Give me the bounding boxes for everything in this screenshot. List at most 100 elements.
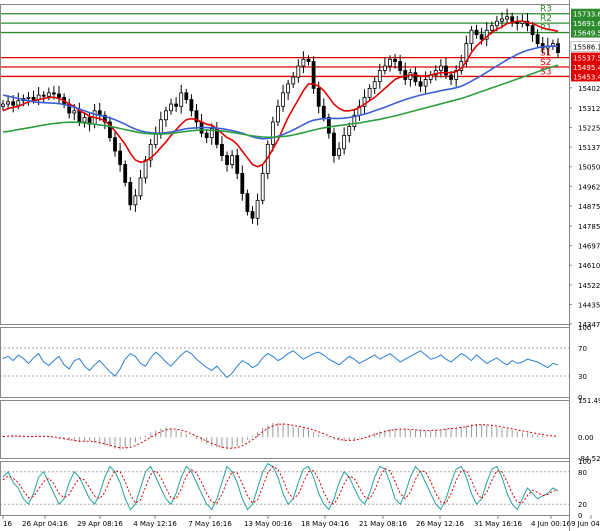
current-price-box: [570, 41, 600, 52]
candle-body: [301, 58, 306, 67]
candle-body: [148, 143, 153, 161]
candle: [291, 71, 296, 88]
time-tick-label: 18 May 04:16: [301, 520, 350, 528]
macd-tick-label: 151.49: [578, 397, 600, 405]
stochastic-signal-line: [2, 465, 559, 505]
time-tick-label: 26 Apr 04:16: [22, 520, 68, 528]
candle: [6, 96, 10, 110]
oscillator-tick-label: 30: [578, 373, 587, 381]
time-tick-label: 9 Jun 04:16: [571, 520, 600, 528]
candle: [377, 63, 382, 89]
candle: [26, 91, 31, 106]
level-price-box: [571, 62, 600, 73]
candle: [393, 53, 397, 69]
candle-body: [143, 159, 148, 179]
candle: [337, 142, 341, 160]
candle: [438, 59, 443, 78]
candle-body: [6, 101, 10, 105]
candle-body: [352, 114, 357, 127]
candle-body: [494, 20, 499, 27]
candle-body: [479, 34, 484, 40]
candle-body: [41, 94, 46, 97]
candle-body: [474, 29, 479, 36]
candle-body: [281, 92, 285, 107]
candle: [138, 169, 143, 200]
candle: [133, 189, 138, 212]
stochastic-tick-label: 0: [578, 512, 582, 520]
candle: [1, 100, 5, 111]
candle-body: [270, 121, 275, 145]
level-price-label: 15453.4: [573, 73, 600, 81]
moving-average-line-3: [2, 64, 559, 138]
candle-body: [326, 117, 331, 134]
candle: [179, 84, 184, 114]
candle-body: [306, 58, 311, 62]
level-name-s2: S2: [540, 58, 551, 68]
candle: [148, 138, 153, 168]
price-tick-label: 15402.5: [578, 85, 600, 93]
candle: [220, 136, 224, 162]
price-tick-label: 15137.5: [578, 144, 600, 152]
candle-body: [372, 81, 377, 89]
candle: [311, 56, 316, 94]
candle-body: [510, 16, 515, 22]
candle-body: [179, 92, 184, 107]
candle-body: [413, 72, 418, 83]
candle-body: [382, 65, 387, 71]
level-price-label: 15733.6: [573, 11, 600, 19]
time-tick-label: 13 May 00:16: [244, 520, 293, 528]
stochastic-tick-label: 100: [578, 458, 591, 466]
candle: [530, 21, 535, 42]
price-tick-label: 14962.5: [578, 183, 600, 191]
candle-body: [469, 29, 474, 45]
candle-body: [276, 105, 280, 123]
time-tick-label: 16: [3, 520, 12, 528]
candle: [423, 71, 428, 94]
level-price-label: 15537.5: [573, 55, 600, 63]
candle-body: [367, 87, 372, 98]
candle-body: [556, 43, 560, 53]
level-name-r3: R3: [540, 5, 552, 15]
candle: [505, 8, 509, 24]
candle: [113, 130, 117, 157]
price-tick-label: 14347.5: [578, 321, 600, 329]
oscillator-panel: [0, 347, 569, 379]
oscillator-tick-label: 0: [578, 394, 582, 402]
candle: [250, 206, 255, 224]
candle-body: [31, 96, 36, 100]
level-name-s3: S3: [540, 67, 551, 77]
candle: [342, 127, 347, 155]
candle: [209, 123, 214, 145]
candle-body: [1, 103, 5, 107]
candle-body: [245, 193, 250, 212]
candle: [281, 84, 285, 112]
candle-body: [184, 92, 189, 100]
current-price-label: 15586.1: [573, 44, 600, 52]
macd-panel: [2, 422, 559, 450]
candle: [367, 84, 372, 102]
candle: [306, 55, 311, 66]
candle-body: [332, 132, 336, 156]
price-tick-label: 15312.5: [578, 105, 600, 113]
candle-body: [164, 110, 168, 121]
time-axis: 16 26 Apr 04:16 29 Apr 08:16 4 May 12:16 7 M…: [2, 515, 600, 528]
candle-body: [418, 81, 423, 87]
candle-body: [189, 99, 194, 112]
candle-body: [296, 65, 301, 78]
candle-body: [489, 25, 494, 31]
candle-body: [530, 25, 535, 36]
candle: [372, 76, 377, 94]
candle: [286, 79, 291, 101]
candle-body: [444, 65, 448, 76]
candle-body: [505, 16, 509, 20]
candle-body: [260, 173, 265, 201]
candle-body: [113, 137, 117, 152]
candle-body: [72, 110, 77, 114]
candle: [41, 91, 46, 104]
candle: [260, 165, 265, 205]
oscillator-tick-label: 70: [578, 345, 587, 353]
candle-body: [11, 101, 16, 106]
candle-body: [403, 70, 408, 80]
candle-body: [250, 211, 255, 219]
